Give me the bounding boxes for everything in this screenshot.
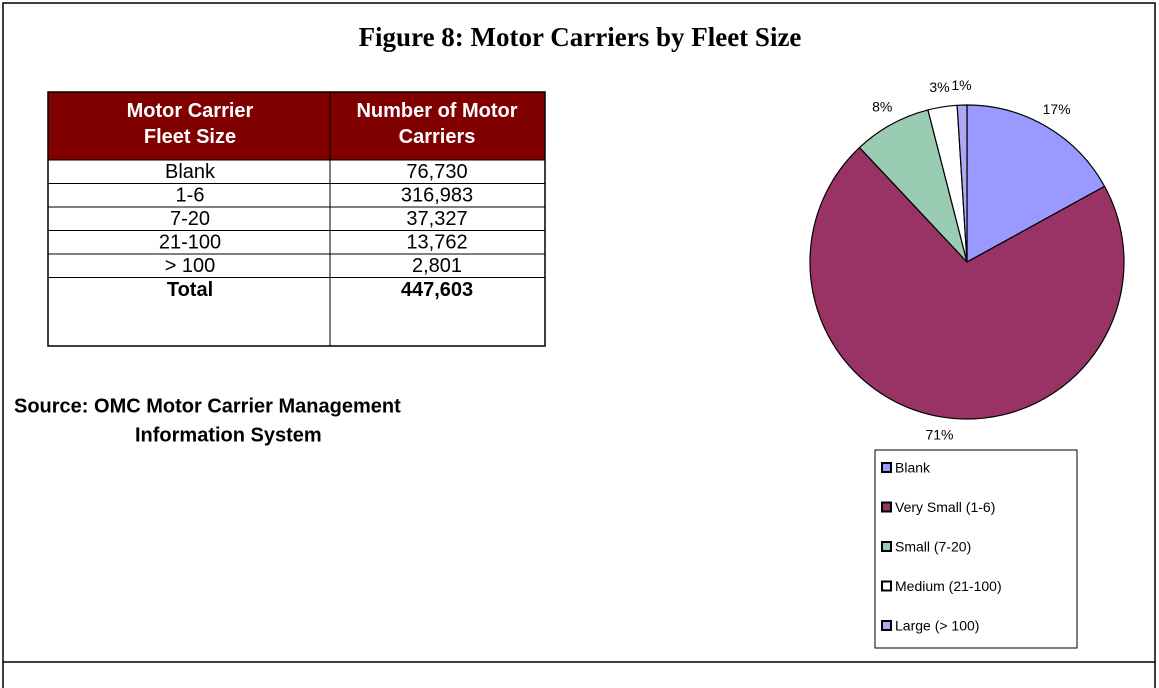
table-cell: 21-100 [159,232,221,254]
pie-label: 71% [925,427,953,443]
source-text: Source: OMC Motor Carrier Management [14,395,401,417]
pie-slice [966,104,1106,264]
table-cell: Blank [165,161,216,183]
table-header [47,91,546,161]
table-total-cell: 447,603 [401,279,473,301]
table-header-cell: Number of Motor Carriers [356,100,517,148]
table-total-cell: Total [167,279,213,301]
table-cell: 7-20 [170,208,210,230]
legend-swatch [881,580,892,592]
table-cell: 76,730 [406,161,467,183]
table-cell: 37,327 [406,208,467,230]
pie-slice [809,146,1125,420]
table-cell: 316,983 [401,185,473,207]
legend-label: Medium (21-100) [895,578,1002,594]
pie-label: 17% [1043,101,1071,117]
table-cell: > 100 [165,255,216,277]
table-cell: 13,762 [406,232,467,254]
table-cell: 2,801 [412,255,462,277]
legend-label: Small (7-20) [895,539,971,555]
table-border [47,91,546,347]
table-cell: 1-6 [176,185,205,207]
legend-label: Large (> 100) [895,618,979,634]
source-text: Information System [135,424,322,446]
figure-border [2,2,1156,663]
legend-label: Very Small (1-6) [895,499,995,515]
legend-label: Blank [895,460,931,476]
pie-slice [956,104,968,263]
legend-swatch [881,620,892,631]
legend-swatch [881,501,892,513]
table-header-cell: Motor Carrier Fleet Size [127,100,254,148]
legend-swatch [881,462,892,473]
pie-label: 1% [951,77,971,93]
pie-label: 3% [929,79,949,95]
legend-swatch [881,541,892,552]
title: Figure 8: Motor Carriers by Fleet Size [359,22,802,52]
pie-label: 8% [872,98,892,114]
legend-box [874,449,1078,649]
